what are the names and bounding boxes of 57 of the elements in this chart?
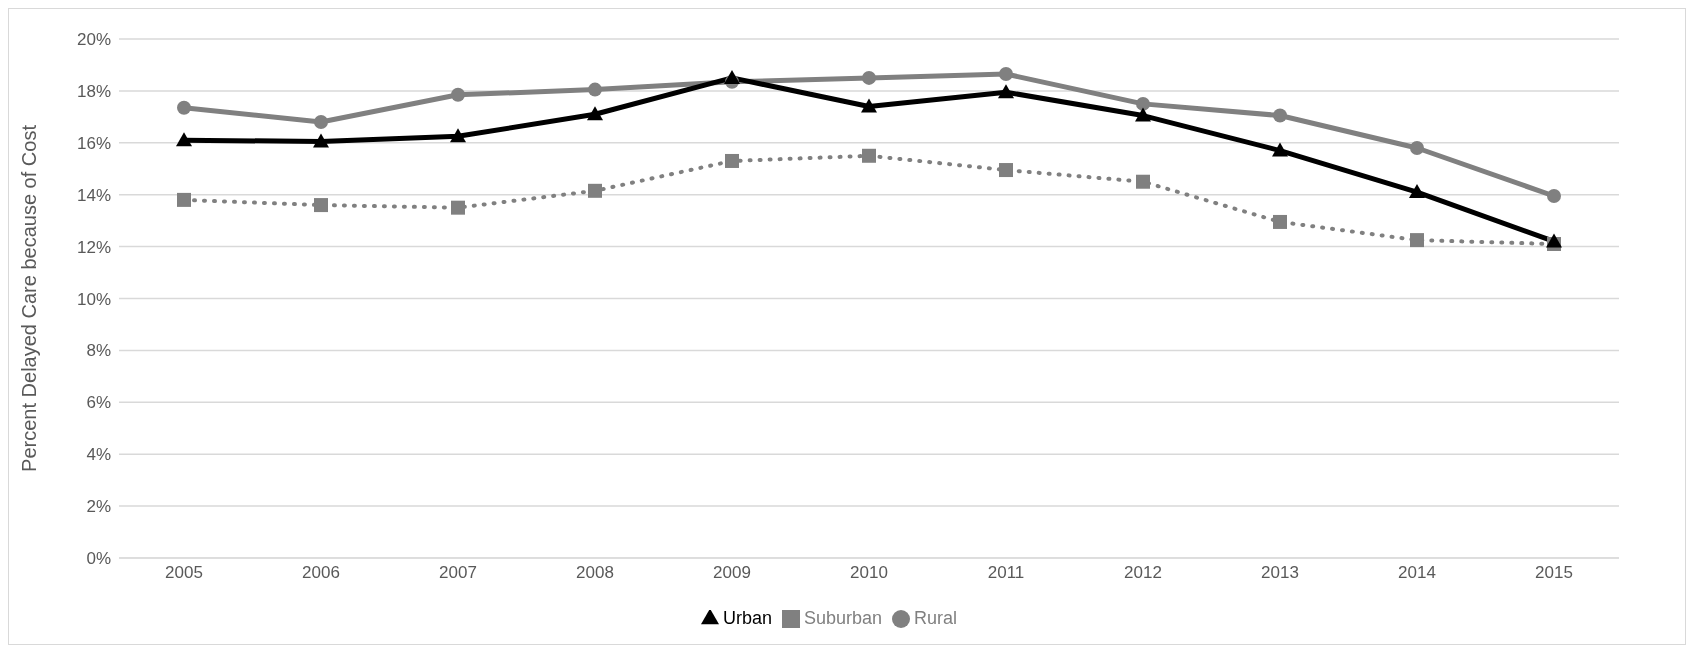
point [1273, 214, 1287, 229]
point [588, 82, 602, 97]
point [1546, 233, 1562, 248]
y-tick-label: 16% [76, 133, 111, 153]
point [176, 132, 192, 147]
x-tick-label: 2011 [987, 563, 1025, 583]
point [999, 67, 1013, 82]
point [1410, 233, 1424, 248]
point [1136, 174, 1150, 189]
x-tick-label: 2014 [1398, 563, 1436, 583]
point [314, 115, 328, 130]
x-tick-label: 2008 [576, 563, 614, 583]
y-axis-title: Percent Delayed Care because of Cost [18, 124, 41, 472]
point [1135, 107, 1151, 122]
y-tick-label: 8% [86, 341, 111, 361]
point [862, 70, 876, 85]
x-tick-label: 2007 [439, 563, 477, 583]
point [998, 84, 1014, 99]
legend-label: Urban [722, 608, 772, 628]
point [999, 163, 1013, 178]
y-tick-label: 12% [76, 237, 111, 257]
point [450, 128, 466, 143]
x-tick-label: 2012 [1124, 563, 1162, 583]
x-tick-label: 2010 [850, 563, 888, 583]
y-tick-label: 6% [86, 393, 111, 413]
legend-label: Suburban [803, 608, 883, 628]
x-tick-label: 2015 [1535, 563, 1573, 583]
y-tick-label: 14% [76, 185, 111, 205]
point [587, 106, 603, 121]
point [177, 192, 191, 207]
y-tick-label: 18% [76, 81, 111, 101]
point [1410, 140, 1424, 155]
point [861, 98, 877, 113]
x-tick-label: 2006 [302, 563, 340, 583]
point [1547, 189, 1561, 203]
point [451, 87, 465, 102]
point [725, 153, 739, 168]
point [313, 133, 329, 148]
point [314, 198, 328, 213]
point [588, 183, 602, 198]
x-tick-label: 2005 [165, 563, 203, 583]
point [177, 100, 191, 115]
y-tick-label: 10% [76, 289, 111, 309]
y-tick-label: 2% [86, 497, 111, 517]
point [1272, 142, 1288, 157]
point [1273, 108, 1287, 123]
point [1409, 184, 1425, 199]
point [451, 200, 465, 215]
y-tick-label: 20% [76, 30, 111, 50]
y-tick-label: 4% [86, 445, 111, 465]
point [862, 148, 876, 163]
point [724, 69, 740, 84]
point [1136, 96, 1150, 111]
y-tick-label: 0% [86, 549, 111, 569]
legend-label: Rural [914, 608, 958, 628]
x-tick-label: 2009 [713, 563, 751, 583]
x-tick-label: 2013 [1261, 563, 1299, 583]
